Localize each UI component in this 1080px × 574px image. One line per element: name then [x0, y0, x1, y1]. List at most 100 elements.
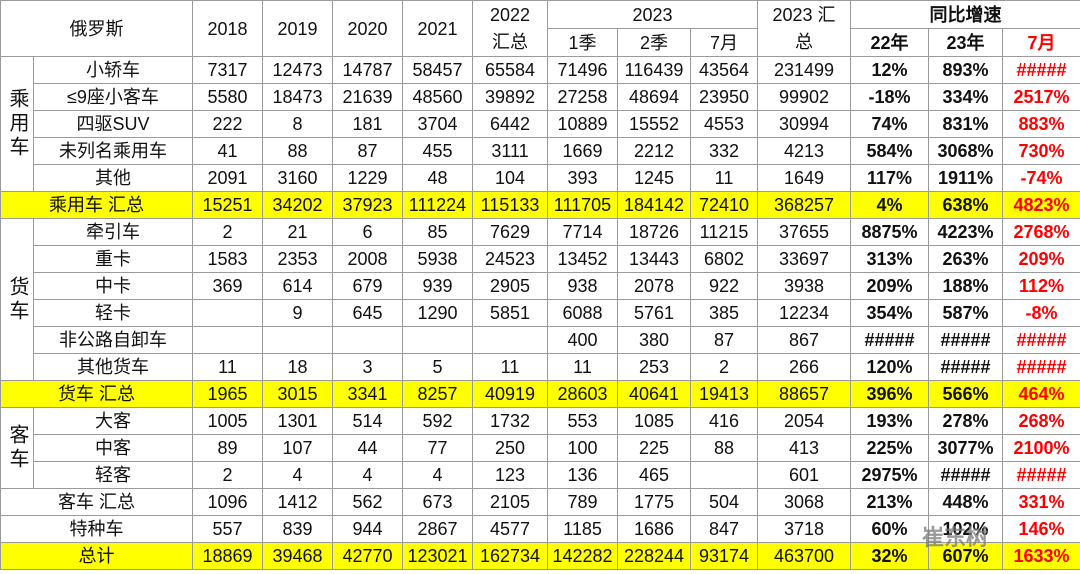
row: 轻客 2 4 4 4 123 136 465 601 2975% ##### #####: [1, 461, 1080, 489]
value-cell: 504: [689, 488, 759, 516]
row: 货车 牵引车 2 21 6 85 7629 7714 18726 11215 37655 8875% 4…: [0, 218, 1080, 381]
row-label: 其他货车: [33, 353, 193, 381]
value-cell: 1096: [192, 488, 263, 516]
growth-cell: #####: [928, 326, 1004, 354]
value-cell: 42770: [332, 542, 403, 570]
sum-2023-header-line: 总: [795, 31, 814, 52]
value-cell: 553: [547, 407, 618, 435]
growth-cell: 32%: [850, 542, 930, 570]
value-cell: 413: [757, 434, 852, 462]
value-cell: 2: [192, 461, 263, 489]
value-cell: 28603: [547, 380, 618, 408]
value-cell: 2008: [332, 245, 403, 273]
value-cell: 4213: [757, 137, 852, 165]
row: 其他货车 11 18 3 5 11 11 253 2 266 120% ##### #####: [1, 353, 1080, 381]
growth-cell: 112%: [1002, 272, 1080, 300]
value-cell: 4553: [689, 110, 759, 138]
value-cell: 111705: [547, 191, 618, 219]
growth-cell: 193%: [850, 407, 930, 435]
value-cell: 250: [472, 434, 548, 462]
period-header: 1季: [547, 28, 618, 57]
value-cell: [472, 326, 548, 354]
period-header: 2季: [617, 28, 691, 57]
year-header: 2020: [332, 0, 403, 57]
row-label: 轻卡: [33, 299, 193, 327]
row: 轻卡 9 645 1290 5851 6088 5761 385 12234 354% 587% -8…: [1, 299, 1080, 327]
value-cell: 48: [402, 164, 473, 192]
growth-cell: 2100%: [1002, 434, 1080, 462]
value-cell: 514: [332, 407, 403, 435]
growth-cell: 2975%: [850, 461, 930, 489]
growth-cell: #####: [1002, 461, 1080, 489]
value-cell: 24523: [472, 245, 548, 273]
value-cell: 1245: [617, 164, 691, 192]
growth-cell: #####: [850, 326, 930, 354]
value-cell: [332, 326, 403, 354]
value-cell: 48560: [402, 83, 473, 111]
value-cell: 4577: [472, 515, 548, 543]
growth-cell: 584%: [850, 137, 930, 165]
value-cell: 2091: [192, 164, 263, 192]
growth-cell: 225%: [850, 434, 930, 462]
growth-cell: 117%: [850, 164, 930, 192]
value-cell: 48694: [617, 83, 691, 111]
value-cell: 416: [689, 407, 759, 435]
value-cell: 7317: [192, 56, 263, 84]
row: 乘用车 汇总 15251 34202 37923 111224 115133 111705 1…: [0, 191, 1080, 219]
sum-2023-header: 2023 汇总: [757, 0, 852, 57]
value-cell: 2054: [757, 407, 852, 435]
value-cell: 107: [262, 434, 333, 462]
row-label: 轻客: [33, 461, 193, 489]
value-cell: 111224: [402, 191, 473, 219]
growth-cell: 278%: [928, 407, 1004, 435]
value-cell: 23950: [689, 83, 759, 111]
growth-cell: 883%: [1002, 110, 1080, 138]
value-cell: 789: [547, 488, 618, 516]
value-cell: 393: [547, 164, 618, 192]
value-cell: 93174: [689, 542, 759, 570]
year-header: 2021: [402, 0, 473, 57]
value-cell: 88: [689, 434, 759, 462]
growth-cell: 2768%: [1002, 218, 1080, 246]
growth-cell: 566%: [928, 380, 1004, 408]
value-cell: 40641: [617, 380, 691, 408]
row-label: 四驱SUV: [33, 110, 193, 138]
row: 其他 2091 3160 1229 48 104 393 1245 11 1649 117% 1911…: [1, 164, 1080, 192]
growth-cell: 396%: [850, 380, 930, 408]
value-cell: 5580: [192, 83, 263, 111]
value-cell: 332: [689, 137, 759, 165]
row-label: 未列名乘用车: [33, 137, 193, 165]
value-cell: 266: [757, 353, 852, 381]
value-cell: 231499: [757, 56, 852, 84]
growth-cell: #####: [1002, 326, 1080, 354]
value-cell: 3068: [757, 488, 852, 516]
value-cell: 944: [332, 515, 403, 543]
growth-cell: #####: [1002, 56, 1080, 84]
value-cell: 4: [402, 461, 473, 489]
value-cell: 673: [402, 488, 473, 516]
growth-cell: 263%: [928, 245, 1004, 273]
value-cell: 5: [402, 353, 473, 381]
row: 总计 18869 39468 42770 123021 162734 142282 22824…: [0, 542, 1080, 570]
value-cell: 562: [332, 488, 403, 516]
value-cell: 87: [332, 137, 403, 165]
value-cell: 2: [689, 353, 759, 381]
growth-cell: 354%: [850, 299, 930, 327]
growth-cell: 3077%: [928, 434, 1004, 462]
value-cell: 13443: [617, 245, 691, 273]
value-cell: 8257: [402, 380, 473, 408]
row: 重卡 1583 2353 2008 5938 24523 13452 13443 6802 336…: [1, 245, 1080, 273]
growth-cell: 3068%: [928, 137, 1004, 165]
growth-cell: 464%: [1002, 380, 1080, 408]
growth-cell: 1633%: [1002, 542, 1080, 570]
row-label: 特种车: [0, 515, 193, 543]
growth-cell: 209%: [850, 272, 930, 300]
value-cell: 3341: [332, 380, 403, 408]
growth-cell: 4223%: [928, 218, 1004, 246]
row-label: 总计: [0, 542, 193, 570]
value-cell: 400: [547, 326, 618, 354]
growth-cell: 730%: [1002, 137, 1080, 165]
row: 俄罗斯 2018 2019 2020 2021 2022 汇总 2023 2023 汇总同比增速: [0, 0, 1080, 57]
value-cell: 2078: [617, 272, 691, 300]
